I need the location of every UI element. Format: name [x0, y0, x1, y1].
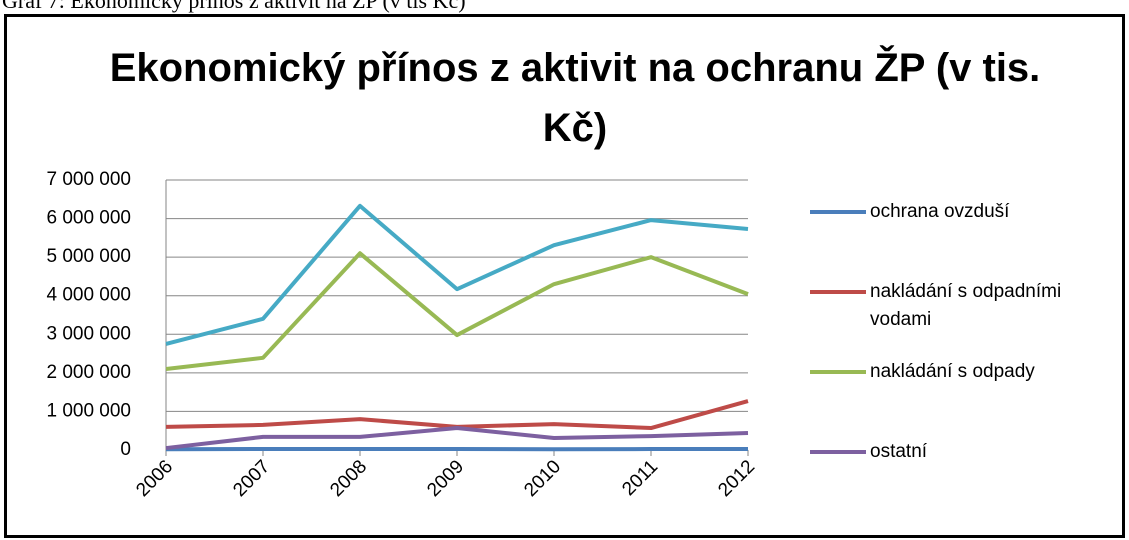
- legend-label: ostatní: [870, 441, 928, 462]
- x-tick-label: 2012: [714, 456, 759, 501]
- y-tick-label: 5 000 000: [46, 246, 131, 267]
- legend-label: nakládání s odpady: [870, 361, 1035, 382]
- series-line: [165, 399, 749, 431]
- x-tick-label: 2011: [618, 456, 662, 500]
- legend-label: nakládání s odpadními vodami: [870, 281, 1062, 330]
- series-line: [165, 203, 749, 346]
- y-tick-label: 7 000 000: [46, 169, 131, 190]
- x-tick-label: 2009: [423, 456, 468, 501]
- y-tick-label: 6 000 000: [46, 208, 131, 229]
- y-tick-label: 2 000 000: [46, 362, 131, 383]
- x-tick-label: 2006: [132, 456, 177, 501]
- chart-title: Ekonomický přínos z aktivit na ochranu Ž…: [109, 46, 1041, 150]
- y-tick-label: 1 000 000: [46, 400, 131, 421]
- x-tick-label: 2010: [520, 456, 565, 501]
- legend-label: ochrana ovzduší: [870, 201, 1010, 222]
- y-tick-label: 4 000 000: [46, 285, 131, 306]
- series-line: [165, 426, 749, 451]
- caption: Graf 7: Ekonomický přínos z aktivit na Ž…: [2, 0, 466, 13]
- y-tick-label: 0: [120, 439, 131, 460]
- x-tick-label: 2008: [326, 456, 371, 501]
- series-line: [165, 251, 749, 371]
- chart-frame: [4, 14, 1125, 538]
- x-tick-label: 2007: [229, 456, 274, 501]
- y-tick-label: 3 000 000: [46, 323, 131, 344]
